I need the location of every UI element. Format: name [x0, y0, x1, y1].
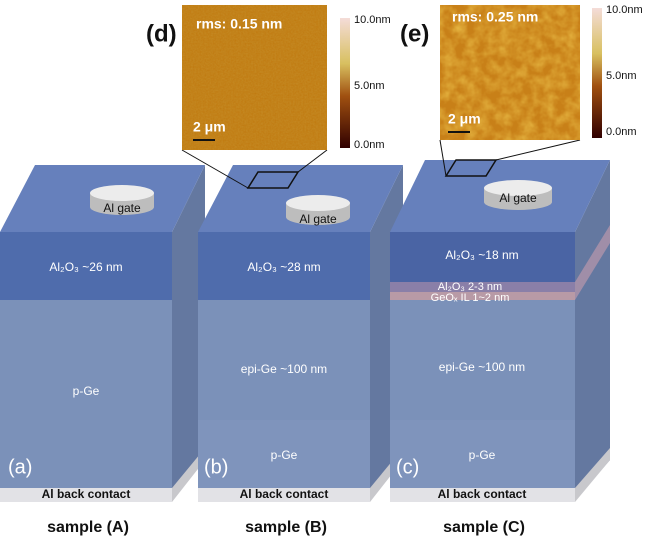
afm-inset-e: [440, 5, 602, 176]
inset-label: (d): [146, 20, 177, 47]
panel-label: (b): [204, 456, 228, 478]
layer-label: Al₂O₃ ~18 nm: [445, 248, 518, 262]
colorbar-label: 0.0nm: [606, 126, 637, 138]
layer-label: p-Ge: [73, 384, 100, 398]
layer-label: epi-Ge ~100 nm: [241, 362, 327, 376]
scale-bar: 2 μm: [448, 111, 481, 127]
layer-label: p-Ge: [469, 448, 496, 462]
layer-label: GeOₓ IL 1~2 nm: [431, 292, 510, 304]
colorbar-label: 5.0nm: [606, 70, 637, 82]
layer-label: epi-Ge ~100 nm: [439, 360, 525, 374]
sample-caption: sample (B): [245, 519, 327, 536]
colorbar-label: 10.0nm: [354, 14, 391, 26]
back-contact-label: Al back contact: [438, 487, 527, 501]
afm-inset-d: [182, 5, 350, 188]
sample-c-block: [390, 160, 610, 502]
rms-value: rms: 0.25 nm: [452, 9, 538, 25]
gate-label: Al gate: [499, 191, 537, 205]
back-contact-label: Al back contact: [42, 487, 131, 501]
colorbar-label: 0.0nm: [354, 139, 385, 151]
layer-label: p-Ge: [271, 448, 298, 462]
rms-value: rms: 0.15 nm: [196, 16, 282, 32]
layer-label: Al₂O₃ ~26 nm: [49, 260, 122, 274]
panel-label: (c): [396, 456, 419, 478]
panel-label: (a): [8, 456, 32, 478]
sample-caption: sample (C): [443, 519, 525, 536]
scale-bar: 2 μm: [193, 119, 226, 135]
layer-label: Al₂O₃ ~28 nm: [247, 260, 320, 274]
sample-a-block: [0, 165, 205, 502]
colorbar-label: 10.0nm: [606, 4, 643, 16]
gate-label: Al gate: [299, 212, 337, 226]
colorbar-label: 5.0nm: [354, 80, 385, 92]
back-contact-label: Al back contact: [240, 487, 329, 501]
diagram: (d) rms: 0.15 nm 2 μm 10.0nm 5.0nm 0.0nm…: [0, 0, 646, 544]
inset-label: (e): [400, 20, 429, 47]
gate-label: Al gate: [103, 201, 141, 215]
sample-caption: sample (A): [47, 519, 129, 536]
